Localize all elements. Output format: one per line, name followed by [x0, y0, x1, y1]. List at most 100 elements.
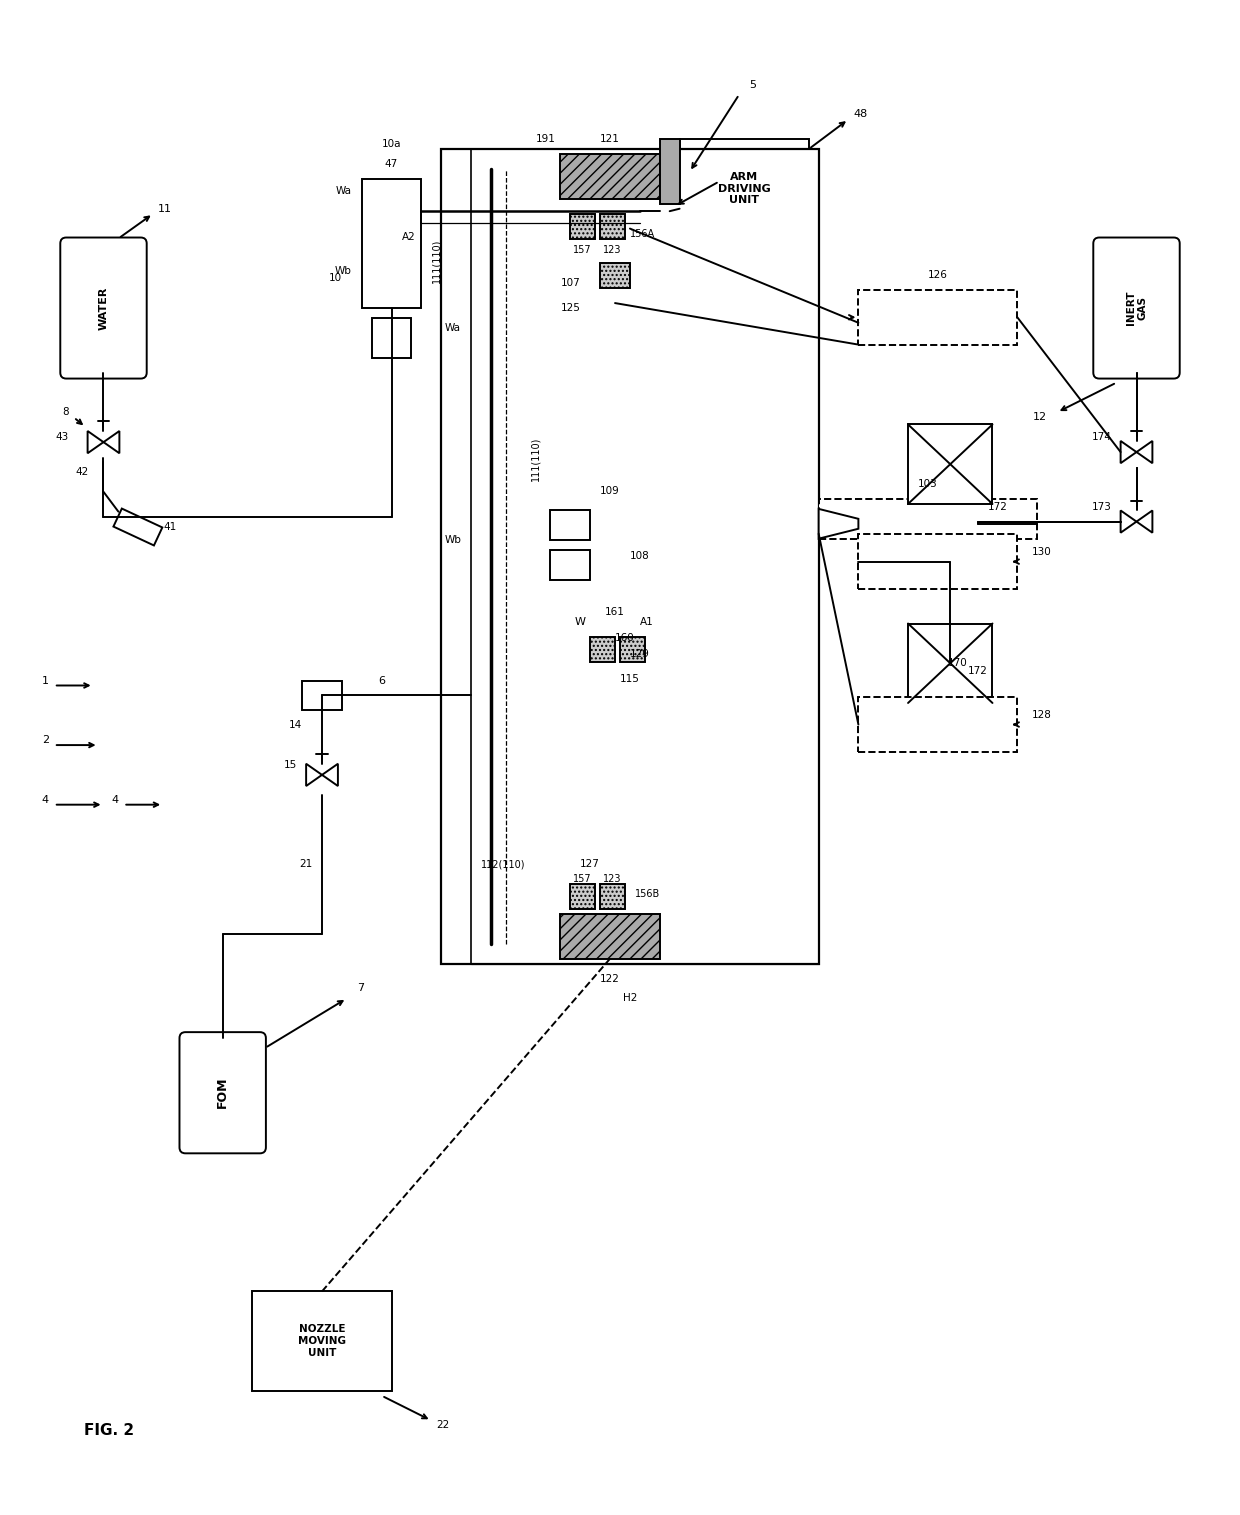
Text: 22: 22: [436, 1421, 449, 1430]
Polygon shape: [1137, 511, 1152, 533]
Bar: [680, 139, 808, 238]
Bar: [908, 424, 992, 504]
Text: WATER: WATER: [98, 286, 108, 330]
Polygon shape: [306, 764, 322, 786]
Polygon shape: [1137, 441, 1152, 464]
Text: NOZZLE
MOVING
UNIT: NOZZLE MOVING UNIT: [298, 1324, 346, 1357]
Bar: [600, 214, 625, 238]
Text: 170: 170: [947, 658, 967, 668]
Text: 6: 6: [378, 676, 386, 685]
Text: 8: 8: [62, 408, 68, 417]
Text: 123: 123: [603, 245, 621, 256]
Bar: [858, 535, 1017, 589]
Bar: [858, 289, 1017, 344]
FancyBboxPatch shape: [180, 1032, 265, 1153]
Text: 2: 2: [42, 735, 48, 745]
Text: Wb: Wb: [335, 265, 352, 276]
Text: 48: 48: [853, 109, 868, 120]
Bar: [858, 697, 1017, 751]
Text: 112(110): 112(110): [481, 859, 526, 870]
Bar: [818, 498, 1037, 539]
Bar: [551, 511, 590, 539]
Bar: [590, 638, 615, 662]
Text: 21: 21: [299, 859, 312, 870]
Bar: [600, 885, 625, 909]
Text: 10a: 10a: [382, 139, 402, 148]
Text: 125: 125: [560, 303, 580, 314]
Text: 103: 103: [918, 479, 937, 489]
Text: 173: 173: [1091, 501, 1112, 512]
Text: 174: 174: [1091, 432, 1112, 442]
Text: Wb: Wb: [444, 535, 461, 545]
Bar: [660, 139, 680, 203]
Text: 156B: 156B: [635, 889, 660, 898]
Text: 111(110): 111(110): [531, 436, 541, 480]
Text: 12: 12: [1033, 412, 1047, 423]
Bar: [253, 1291, 392, 1391]
Text: FIG. 2: FIG. 2: [83, 1423, 134, 1438]
Text: 157: 157: [573, 874, 591, 885]
Text: 156A: 156A: [630, 229, 655, 238]
Text: 5: 5: [749, 80, 756, 89]
Text: 107: 107: [560, 279, 580, 288]
Text: 109: 109: [600, 486, 620, 497]
Text: 160: 160: [615, 633, 635, 642]
Text: 43: 43: [56, 432, 68, 442]
Text: 128: 128: [1032, 709, 1052, 720]
Polygon shape: [818, 509, 858, 539]
Text: 123: 123: [603, 874, 621, 885]
Text: 4: 4: [42, 795, 48, 804]
Text: 15: 15: [284, 761, 298, 770]
Text: 122: 122: [600, 974, 620, 983]
Text: 129: 129: [630, 648, 650, 659]
Text: 11: 11: [159, 203, 172, 214]
Text: 121: 121: [600, 135, 620, 144]
Bar: [560, 155, 660, 198]
Text: 10: 10: [329, 273, 342, 283]
Text: 191: 191: [536, 135, 556, 144]
Text: A2: A2: [402, 232, 415, 242]
Bar: [908, 624, 992, 703]
Text: 4: 4: [112, 795, 118, 804]
Text: INERT
GAS: INERT GAS: [1126, 291, 1147, 326]
Bar: [113, 509, 162, 545]
Text: 7: 7: [357, 983, 363, 994]
Bar: [362, 179, 422, 308]
Bar: [372, 318, 412, 358]
Text: 108: 108: [630, 551, 650, 562]
Text: 127: 127: [580, 859, 600, 870]
Polygon shape: [322, 764, 339, 786]
Text: 41: 41: [164, 521, 176, 532]
Text: 157: 157: [573, 245, 591, 256]
Text: 14: 14: [289, 720, 303, 730]
Bar: [570, 885, 595, 909]
Text: 130: 130: [1032, 547, 1052, 556]
Text: A1: A1: [640, 617, 653, 627]
Text: 172: 172: [967, 665, 987, 676]
Text: Wa: Wa: [336, 186, 352, 197]
Bar: [441, 148, 818, 964]
Bar: [551, 550, 590, 580]
Text: 47: 47: [384, 159, 398, 170]
Text: 1: 1: [42, 676, 48, 685]
Bar: [570, 214, 595, 238]
Bar: [600, 264, 630, 288]
Bar: [560, 914, 660, 959]
Text: ARM
DRIVING
UNIT: ARM DRIVING UNIT: [718, 173, 770, 206]
FancyBboxPatch shape: [61, 238, 146, 379]
Bar: [620, 638, 645, 662]
Text: 111(110): 111(110): [432, 239, 441, 283]
Text: 115: 115: [620, 674, 640, 683]
Text: 161: 161: [605, 606, 625, 617]
Bar: [303, 680, 342, 711]
Text: 126: 126: [928, 270, 947, 280]
Polygon shape: [1121, 511, 1137, 533]
Text: 172: 172: [987, 501, 1007, 512]
Text: 42: 42: [76, 467, 88, 477]
Text: FOM: FOM: [216, 1077, 229, 1109]
Text: H2: H2: [622, 994, 637, 1003]
Polygon shape: [103, 430, 119, 453]
Text: Wa: Wa: [445, 323, 461, 333]
Text: W: W: [575, 617, 585, 627]
Polygon shape: [88, 430, 103, 453]
